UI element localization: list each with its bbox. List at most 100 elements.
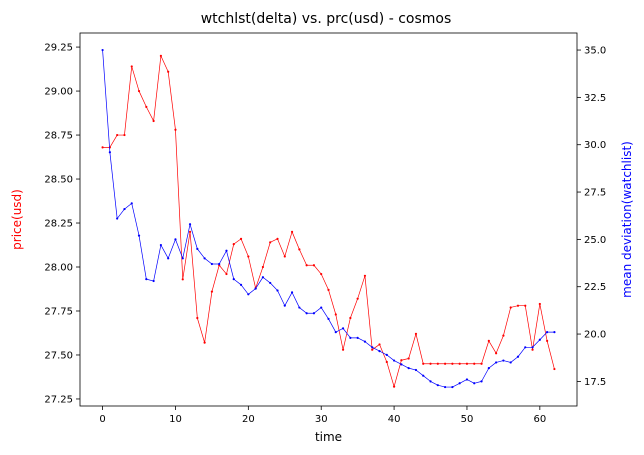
data-point-price — [407, 357, 410, 360]
data-point-price — [261, 265, 265, 269]
y-right-tick-label: 30.0 — [584, 140, 606, 151]
data-point-price — [269, 241, 272, 244]
data-point-price — [298, 248, 301, 251]
data-point-price — [283, 255, 286, 258]
data-point-price — [232, 243, 235, 246]
x-tick-label: 20 — [242, 414, 255, 425]
data-point-price — [312, 264, 316, 267]
data-point-watchlist — [356, 336, 359, 339]
data-point-price — [101, 146, 104, 149]
data-point-price — [487, 339, 490, 343]
data-point-watchlist — [392, 359, 396, 362]
data-point-watchlist — [123, 207, 126, 211]
data-point-price — [509, 306, 512, 309]
data-point-watchlist — [487, 367, 490, 370]
y-right-tick-label: 20.0 — [584, 330, 606, 341]
chart-title: wtchlst(delta) vs. prc(usd) - cosmos — [201, 11, 452, 27]
data-point-price — [546, 339, 549, 343]
data-point-watchlist — [334, 331, 337, 334]
y-right-tick-label: 22.5 — [584, 282, 606, 293]
data-point-price — [152, 119, 155, 123]
data-point-price — [400, 359, 403, 362]
data-point-watchlist — [239, 283, 243, 286]
y-left-tick-label: 29.00 — [44, 87, 73, 98]
data-point-watchlist — [502, 359, 505, 362]
data-point-watchlist — [436, 384, 439, 387]
y-axis-left-title: price(usd) — [10, 189, 24, 250]
data-point-price — [451, 362, 454, 365]
data-point-watchlist — [414, 368, 418, 372]
data-point-watchlist — [465, 378, 469, 381]
data-point-watchlist — [152, 279, 155, 283]
data-point-price — [531, 348, 534, 351]
data-point-price — [436, 362, 439, 365]
data-point-price — [371, 348, 374, 351]
data-point-price — [181, 278, 184, 281]
data-point-price — [276, 237, 279, 240]
data-point-watchlist — [451, 385, 454, 389]
x-tick-label: 60 — [533, 414, 546, 425]
data-point-watchlist — [312, 312, 316, 315]
data-point-watchlist — [407, 367, 410, 370]
y-left-tick-label: 28.50 — [44, 175, 73, 186]
y-right-tick-label: 25.0 — [584, 235, 606, 246]
data-point-price — [502, 334, 505, 337]
y-axis-right-title: mean deviation(watchlist) — [620, 141, 634, 298]
data-point-price — [465, 362, 469, 365]
data-point-watchlist — [188, 223, 192, 226]
data-point-price — [210, 290, 214, 293]
data-point-watchlist — [385, 353, 388, 356]
data-point-price — [480, 362, 483, 365]
data-point-watchlist — [232, 278, 235, 281]
data-point-price — [443, 362, 447, 365]
data-point-watchlist — [283, 304, 286, 307]
data-point-price — [116, 133, 119, 137]
data-point-watchlist — [254, 287, 257, 290]
data-point-price — [188, 230, 192, 233]
data-point-price — [553, 367, 556, 371]
data-point-price — [174, 128, 177, 131]
data-point-price — [385, 360, 388, 364]
data-point-price — [305, 264, 308, 267]
data-point-price — [363, 274, 367, 277]
y-right-tick-label: 35.0 — [584, 46, 606, 57]
y-left-tick-label: 27.75 — [44, 306, 73, 317]
data-point-watchlist — [363, 340, 367, 343]
data-point-price — [247, 255, 250, 258]
data-point-price — [327, 288, 330, 291]
data-point-price — [524, 304, 527, 307]
data-point-watchlist — [480, 380, 483, 383]
data-point-watchlist — [247, 293, 250, 296]
data-point-watchlist — [101, 48, 104, 52]
data-point-price — [290, 230, 294, 233]
data-point-price — [378, 343, 381, 346]
x-tick-label: 40 — [388, 414, 401, 425]
x-tick-label: 50 — [461, 414, 474, 425]
data-point-watchlist — [203, 257, 206, 260]
data-point-price — [473, 362, 476, 365]
data-point-watchlist — [546, 331, 549, 334]
data-point-price — [341, 348, 345, 351]
data-point-watchlist — [524, 346, 527, 349]
data-point-watchlist — [159, 243, 162, 247]
data-point-price — [458, 362, 461, 365]
data-point-watchlist — [538, 338, 541, 341]
data-point-watchlist — [443, 385, 447, 389]
y-left-tick-label: 28.00 — [44, 263, 73, 274]
data-point-price — [356, 297, 359, 300]
data-point-watchlist — [378, 349, 381, 353]
data-point-watchlist — [137, 234, 141, 237]
data-point-price — [538, 302, 541, 306]
data-point-watchlist — [516, 355, 520, 358]
data-point-price — [145, 105, 148, 108]
x-axis-title: time — [315, 430, 342, 444]
data-point-watchlist — [400, 363, 403, 366]
data-point-price — [159, 54, 162, 57]
x-tick-label: 0 — [99, 414, 105, 425]
data-point-watchlist — [531, 346, 534, 349]
data-point-watchlist — [473, 382, 476, 385]
data-point-price — [203, 341, 206, 344]
data-point-watchlist — [116, 217, 119, 220]
data-point-price — [225, 272, 228, 276]
